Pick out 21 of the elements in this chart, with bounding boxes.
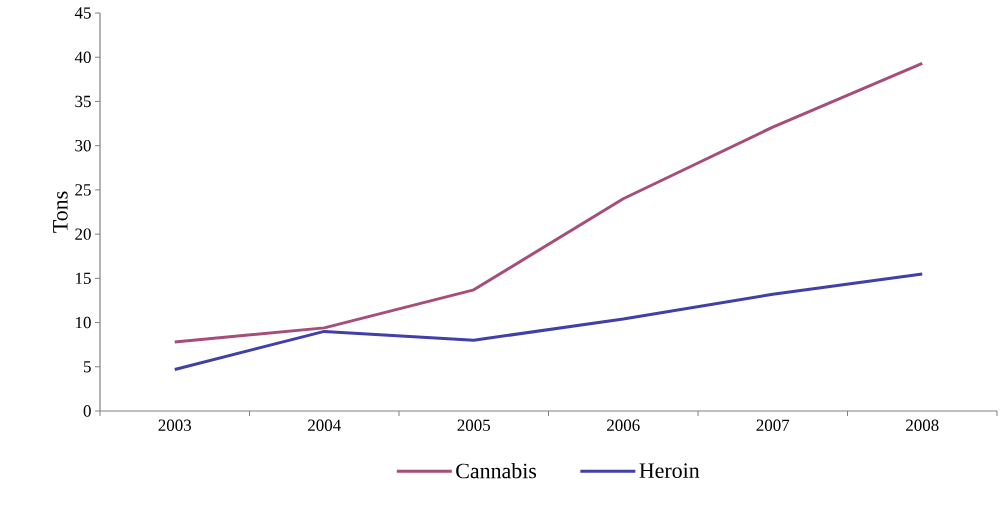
y-axis-title: Tons	[53, 191, 68, 233]
legend-label: Cannabis	[456, 462, 537, 479]
y-tick-label: 30	[75, 139, 91, 152]
y-tick-label: 40	[74, 51, 91, 63]
x-tick-label: 2004	[308, 419, 341, 431]
y-tick-label: 0	[83, 405, 91, 417]
x-tick-label: 2006	[607, 419, 640, 431]
y-tick-label: 5	[84, 361, 91, 373]
x-tick-label: 2003	[158, 419, 192, 431]
line-series	[173, 61, 924, 344]
y-tick-label: 20	[75, 228, 91, 240]
x-tick-label: 2007	[756, 419, 790, 431]
y-tick-label: 15	[76, 272, 91, 285]
y-tick-label: 35	[75, 95, 91, 108]
x-tick-label: 2008	[906, 419, 939, 431]
y-tick-label: 25	[75, 184, 91, 196]
line-series	[173, 272, 924, 371]
y-tick-label: 10	[76, 316, 91, 329]
legend-label: Heroin	[639, 463, 700, 479]
x-tick-label: 2005	[457, 419, 491, 431]
y-tick-label: 45	[74, 7, 91, 19]
